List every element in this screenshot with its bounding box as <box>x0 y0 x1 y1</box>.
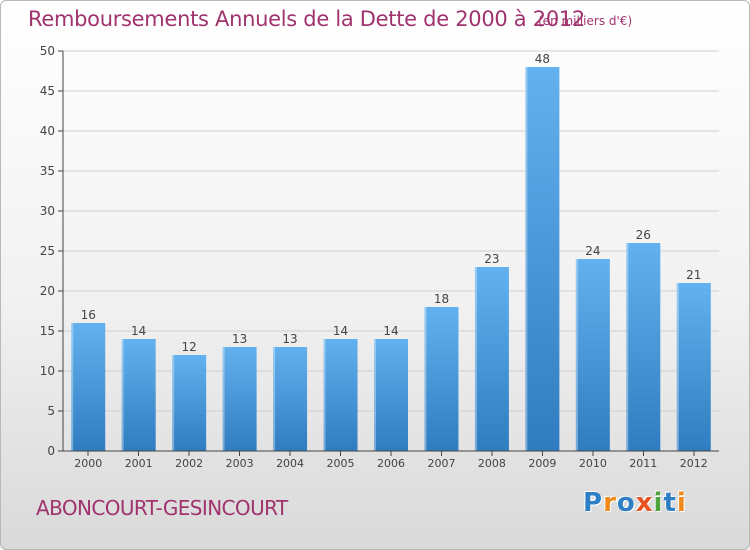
bar-highlight <box>676 283 679 451</box>
x-tick-label: 2001 <box>125 457 153 470</box>
y-tick-label: 45 <box>40 84 55 98</box>
data-label: 48 <box>535 52 550 66</box>
x-tick-label: 2011 <box>629 457 657 470</box>
bar-highlight <box>525 67 528 451</box>
bar <box>121 339 156 451</box>
x-tick-label: 2000 <box>74 457 102 470</box>
bar <box>172 355 207 451</box>
logo-letter: i <box>653 488 664 518</box>
data-label: 23 <box>484 252 499 266</box>
logo-letter: P <box>583 488 604 518</box>
bar <box>474 267 509 451</box>
y-tick-label: 10 <box>40 364 55 378</box>
bar <box>626 243 661 451</box>
proxiti-logo: Proxiti <box>583 488 687 518</box>
data-label: 14 <box>383 324 398 338</box>
bar <box>575 259 610 451</box>
bar <box>525 67 560 451</box>
bar-highlight <box>121 339 124 451</box>
x-tick-label: 2004 <box>276 457 304 470</box>
bar <box>374 339 408 451</box>
bar-highlight <box>626 243 629 451</box>
data-label: 12 <box>182 340 197 354</box>
logo-letter: i <box>676 488 687 518</box>
y-tick-label: 5 <box>47 404 55 418</box>
y-tick-label: 25 <box>40 244 55 258</box>
y-tick-label: 20 <box>40 284 55 298</box>
x-tick-label: 2007 <box>427 457 455 470</box>
bar <box>71 323 106 451</box>
bars: 16 14 12 13 13 14 14 18 23 48 24 26 21 <box>71 52 711 451</box>
data-label: 21 <box>686 268 701 282</box>
bar <box>323 339 358 451</box>
x-tick-label: 2012 <box>680 457 708 470</box>
x-tick-label: 2002 <box>175 457 203 470</box>
x-tick-label: 2008 <box>478 457 506 470</box>
bar <box>676 283 711 451</box>
logo-letter: x <box>635 488 654 518</box>
data-label: 18 <box>434 292 449 306</box>
y-tick-label: 50 <box>40 44 55 58</box>
data-label: 24 <box>585 244 600 258</box>
y-tick-label: 30 <box>40 204 55 218</box>
data-label: 13 <box>232 332 247 346</box>
logo-letter: r <box>603 488 617 518</box>
x-tick-label: 2005 <box>327 457 355 470</box>
bar-highlight <box>474 267 477 451</box>
x-tick-label: 2006 <box>377 457 405 470</box>
logo-letter: t <box>663 488 677 518</box>
bar-highlight <box>374 339 376 451</box>
commune-name: ABONCOURT-GESINCOURT <box>36 496 288 520</box>
x-tick-label: 2003 <box>226 457 254 470</box>
y-tick-label: 15 <box>40 324 55 338</box>
bar-highlight <box>172 355 175 451</box>
bar-highlight <box>575 259 578 451</box>
bar <box>424 307 459 451</box>
axes: 0 5 10 15 20 25 30 35 40 45 50 2000 2001 2002 2003 2004… <box>40 44 719 470</box>
y-tick-label: 40 <box>40 124 55 138</box>
bar <box>222 347 257 451</box>
bar-highlight <box>273 347 276 451</box>
bar-highlight <box>71 323 74 451</box>
data-label: 26 <box>636 228 651 242</box>
bar <box>273 347 308 451</box>
y-tick-label: 35 <box>40 164 55 178</box>
bar-highlight <box>424 307 427 451</box>
data-label: 14 <box>333 324 348 338</box>
data-label: 13 <box>282 332 297 346</box>
y-tick-label: 0 <box>47 444 55 458</box>
chart-unit: (en milliers d'€) <box>538 14 633 28</box>
x-tick-label: 2009 <box>528 457 556 470</box>
chart-title: Remboursements Annuels de la Dette de 20… <box>28 7 585 31</box>
data-label: 14 <box>131 324 146 338</box>
logo-letter: o <box>616 488 636 518</box>
data-label: 16 <box>81 308 96 322</box>
bar-highlight <box>323 339 326 451</box>
bar-highlight <box>222 347 225 451</box>
x-tick-label: 2010 <box>579 457 607 470</box>
